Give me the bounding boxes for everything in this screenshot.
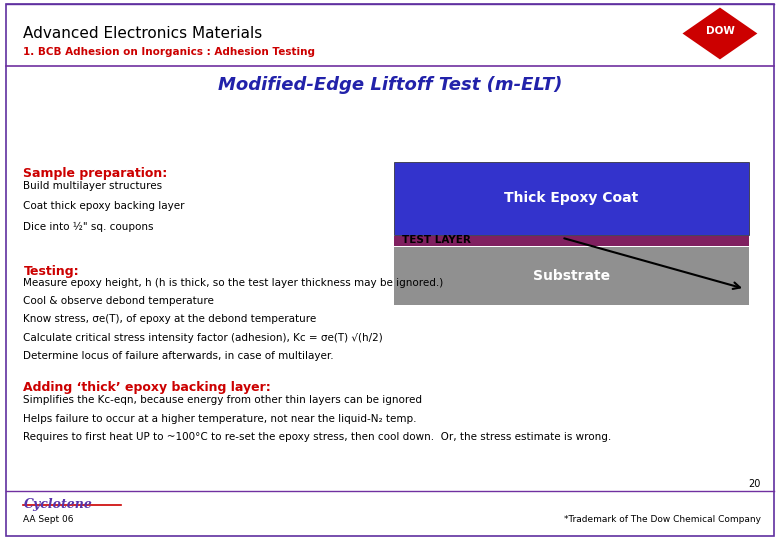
Text: Sample preparation:: Sample preparation:	[23, 167, 168, 180]
Text: Know stress, σe(T), of epoxy at the debond temperature: Know stress, σe(T), of epoxy at the debo…	[23, 314, 317, 325]
Text: 20: 20	[748, 478, 760, 489]
Text: Calculate critical stress intensity factor (adhesion), Kc = σe(T) √(h/2): Calculate critical stress intensity fact…	[23, 333, 383, 343]
Text: AA Sept 06: AA Sept 06	[23, 515, 74, 524]
Bar	[394, 247, 749, 305]
Text: Adding ‘thick’ epoxy backing layer:: Adding ‘thick’ epoxy backing layer:	[23, 381, 271, 394]
Text: Requires to first heat UP to ~100°C to re-set the epoxy stress, then cool down. : Requires to first heat UP to ~100°C to r…	[23, 432, 612, 442]
Text: DOW: DOW	[705, 26, 735, 36]
Text: Determine locus of failure afterwards, in case of multilayer.: Determine locus of failure afterwards, i…	[23, 351, 334, 361]
Polygon shape	[682, 8, 757, 59]
Text: Thick Epoxy Coat: Thick Epoxy Coat	[504, 192, 639, 205]
Bar	[394, 236, 749, 246]
Text: Measure epoxy height, h (h is thick, so the test layer thickness may be ignored.: Measure epoxy height, h (h is thick, so …	[23, 278, 444, 288]
Text: Advanced Electronics Materials: Advanced Electronics Materials	[23, 26, 263, 41]
Text: Cyclotene: Cyclotene	[23, 498, 92, 511]
Text: Dice into ½" sq. coupons: Dice into ½" sq. coupons	[23, 222, 154, 232]
Text: *Trademark of The Dow Chemical Company: *Trademark of The Dow Chemical Company	[563, 515, 760, 524]
Text: Substrate: Substrate	[533, 269, 610, 283]
Text: Cool & observe debond temperature: Cool & observe debond temperature	[23, 296, 215, 306]
Text: Coat thick epoxy backing layer: Coat thick epoxy backing layer	[23, 201, 185, 212]
Text: Build multilayer structures: Build multilayer structures	[23, 181, 162, 191]
Text: Modified-Edge Liftoff Test (m-ELT): Modified-Edge Liftoff Test (m-ELT)	[218, 76, 562, 94]
Text: TEST LAYER: TEST LAYER	[402, 235, 470, 245]
Text: ®: ®	[748, 45, 755, 52]
Text: Simplifies the Kc-eqn, because energy from other thin layers can be ignored: Simplifies the Kc-eqn, because energy fr…	[23, 395, 423, 406]
Text: Helps failure to occur at a higher temperature, not near the liquid-N₂ temp.: Helps failure to occur at a higher tempe…	[23, 414, 417, 424]
Bar	[394, 162, 749, 235]
Text: Testing:: Testing:	[23, 265, 79, 278]
Text: 1. BCB Adhesion on Inorganics : Adhesion Testing: 1. BCB Adhesion on Inorganics : Adhesion…	[23, 47, 315, 57]
